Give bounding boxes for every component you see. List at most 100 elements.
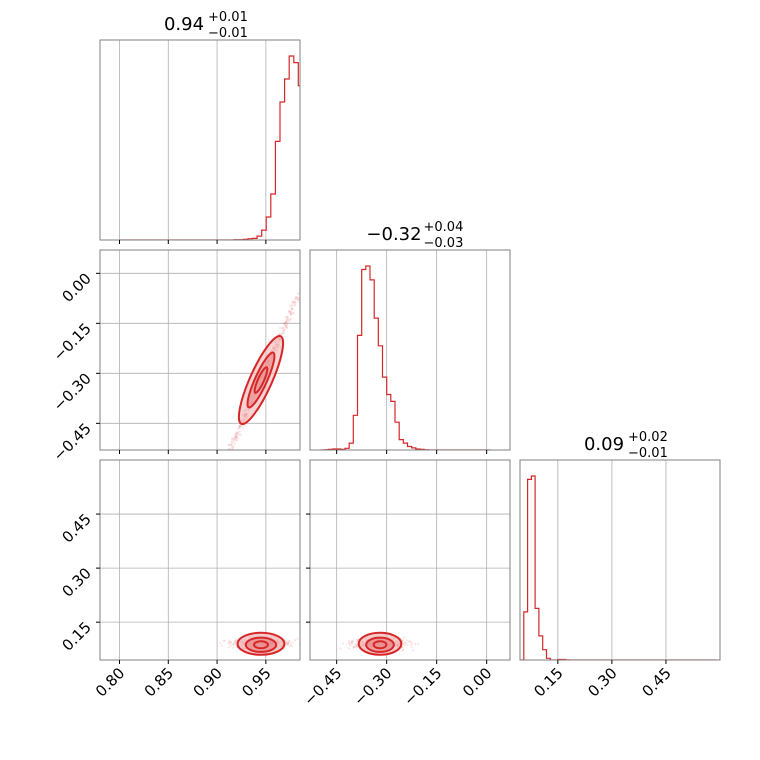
sample-point: [211, 488, 213, 490]
sample-point: [287, 639, 291, 643]
sample-point: [238, 430, 241, 433]
sample-point: [220, 465, 222, 467]
sample-point: [233, 640, 236, 643]
sample-point: [288, 645, 291, 648]
sample-point: [227, 646, 230, 649]
sample-point: [355, 644, 358, 647]
sample-point: [401, 649, 404, 652]
sample-point: [229, 641, 232, 644]
contour-line-inner: [253, 366, 269, 394]
sample-point: [286, 644, 289, 647]
x-tick-label: −0.15: [400, 664, 445, 709]
sample-point: [238, 425, 241, 428]
sample-point: [291, 307, 294, 311]
contour-line-inner: [252, 640, 270, 650]
sample-point: [226, 456, 228, 458]
sample-point: [287, 642, 290, 645]
sample-point: [207, 492, 209, 494]
sample-point: [306, 268, 308, 270]
sample-point: [288, 310, 291, 313]
sample-point: [355, 640, 358, 643]
panel-frame: [519, 459, 721, 661]
title-upper-error: +0.02: [628, 430, 668, 445]
sample-point: [231, 643, 234, 646]
sample-point: [289, 643, 292, 646]
sample-point: [348, 642, 351, 645]
sample-point: [285, 640, 288, 643]
sample-point: [296, 637, 299, 640]
y-tick-label: 0.45: [58, 510, 94, 546]
sample-point: [283, 322, 286, 325]
sample-point: [294, 296, 297, 299]
sample-point: [406, 639, 409, 642]
sample-point: [205, 497, 207, 499]
x-tick-label: 0.90: [190, 664, 226, 700]
sample-point: [285, 325, 288, 329]
title-value: 0.94: [164, 14, 204, 35]
sample-point: [408, 640, 411, 643]
sample-point: [353, 646, 357, 649]
sample-point: [220, 644, 223, 647]
sample-point: [284, 324, 287, 327]
sample-point: [305, 279, 307, 281]
sample-point: [286, 315, 289, 318]
sample-point: [297, 298, 300, 301]
sample-point: [231, 444, 234, 447]
sample-point: [417, 642, 420, 645]
sample-point: [350, 641, 353, 644]
sample-point: [219, 472, 221, 474]
sample-point: [239, 424, 242, 427]
sample-point: [297, 292, 300, 295]
sample-point: [226, 463, 228, 465]
sample-point: [278, 333, 281, 336]
sample-point: [285, 316, 288, 319]
sample-point: [286, 317, 290, 320]
sample-point: [296, 297, 299, 300]
sample-point: [301, 641, 303, 643]
sample-point: [305, 639, 307, 641]
sample-point: [229, 443, 232, 446]
joint-layer: [339, 631, 420, 656]
sample-point: [237, 431, 240, 434]
y-tick-label: 0.15: [58, 618, 94, 654]
sample-point: [236, 437, 240, 440]
sample-point: [290, 307, 293, 310]
sample-point: [349, 644, 352, 647]
sample-point: [234, 438, 237, 441]
sample-point: [284, 324, 287, 327]
sample-point: [232, 445, 235, 448]
title-lower-error: −0.01: [208, 26, 248, 41]
sample-point: [231, 447, 234, 450]
sample-point: [339, 647, 342, 650]
sample-point: [238, 433, 241, 436]
y-tick-label: −0.15: [50, 319, 95, 364]
sample-point: [286, 642, 290, 645]
histogram-2: [520, 475, 717, 660]
contour-line-mid: [246, 351, 276, 409]
sample-point: [235, 435, 238, 438]
sample-point: [220, 473, 222, 475]
sample-point: [289, 313, 292, 316]
sample-point: [293, 300, 296, 303]
sample-point: [225, 456, 227, 458]
sample-point: [235, 435, 238, 438]
sample-point: [228, 639, 231, 642]
x-tick-label: 0.00: [459, 664, 495, 700]
sample-point: [292, 311, 295, 314]
sample-point: [219, 641, 222, 645]
sample-point: [227, 470, 229, 472]
sample-point: [284, 316, 288, 319]
sample-point: [289, 312, 292, 315]
histogram-0: [119, 55, 300, 240]
sample-point: [234, 640, 237, 643]
sample-point: [355, 646, 358, 649]
panel-1-1: −0.32 +0.04−0.03: [309, 220, 511, 454]
sample-point: [401, 639, 404, 642]
x-tick-label: 0.95: [238, 664, 274, 700]
sample-point: [306, 644, 308, 646]
x-tick-label: −0.45: [300, 664, 345, 709]
y-tick-label: 0.00: [58, 269, 94, 305]
panel-2-0: 0.80 0.85 0.90 0.95 0.15 0.30 0.45: [58, 459, 308, 700]
sample-point: [292, 312, 295, 315]
sample-point: [291, 300, 294, 303]
